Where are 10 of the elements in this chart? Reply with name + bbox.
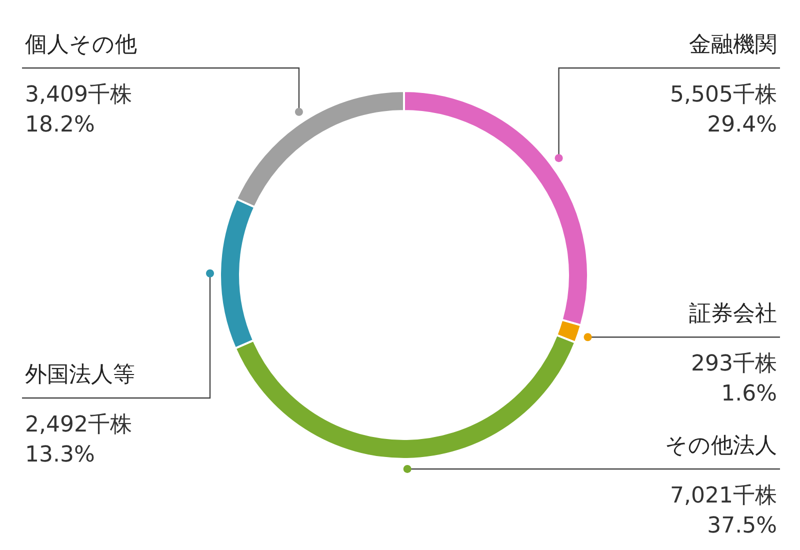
data-label: 293千株 1.6%: [691, 352, 777, 407]
data-label: 5,505千株 29.4%: [670, 82, 777, 138]
slice-label: 外国法人等: [25, 362, 135, 388]
data-label: 2,492千株 13.3%: [25, 412, 132, 468]
data-label: 7,021千株 37.5%: [670, 483, 777, 538]
data-label: 3,409千株 18.2%: [25, 82, 132, 138]
slice-label: 証券会社: [689, 302, 777, 327]
slice-label: 個人その他: [25, 32, 137, 58]
slice-label: 金融機関: [689, 32, 777, 58]
slice-label: その他法人: [665, 433, 777, 458]
